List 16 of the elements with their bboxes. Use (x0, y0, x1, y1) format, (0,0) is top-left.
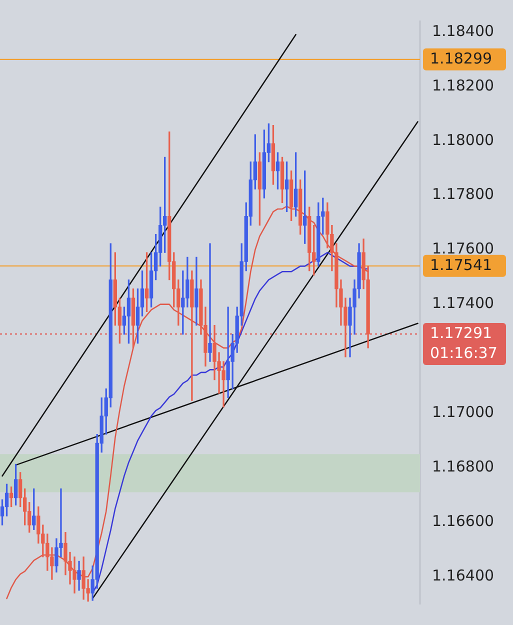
y-tick-label: 1.17400 (432, 294, 494, 312)
y-tick-label: 1.17000 (432, 403, 494, 422)
ref-line-label: 1.17541 (430, 256, 492, 274)
text: 01:16:37 (430, 344, 498, 362)
y-tick-label: 1.18000 (432, 130, 494, 149)
y-tick-label: 1.16600 (432, 512, 494, 530)
candlestick (190, 270, 194, 401)
y-tick-label: 1.18200 (432, 76, 494, 94)
y-tick-label: 1.18400 (432, 22, 494, 40)
ref-line-label: 1.18299 (430, 49, 492, 68)
y-tick-label: 1.16800 (432, 458, 494, 476)
y-tick-label: 1.17600 (432, 240, 494, 258)
ref-line-label: 1.17291 (430, 324, 492, 342)
y-tick-label: 1.16400 (432, 566, 494, 585)
y-tick-label: 1.17800 (432, 185, 494, 204)
candlestick (208, 243, 212, 362)
